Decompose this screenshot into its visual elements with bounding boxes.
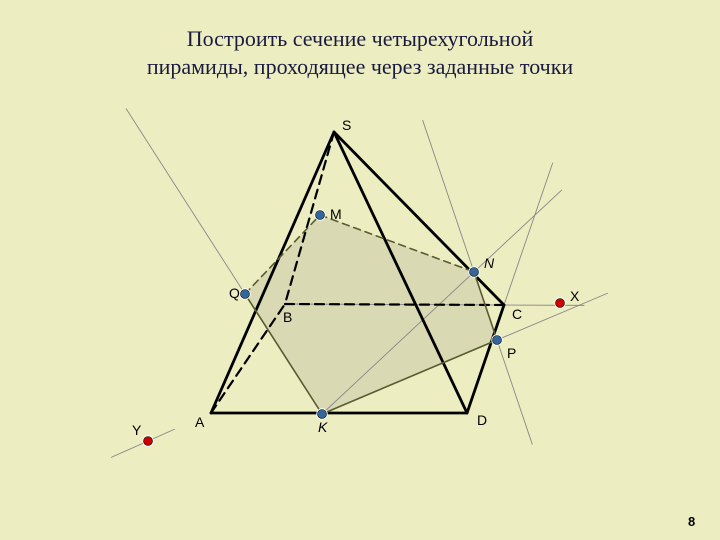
svg-text:Y: Y — [132, 422, 142, 438]
svg-text:K: K — [318, 419, 328, 435]
svg-text:P: P — [507, 345, 516, 361]
slide-canvas: Построить сечение четырехугольной пирами… — [0, 0, 720, 540]
svg-text:M: M — [330, 206, 342, 222]
page-number: 8 — [688, 514, 695, 529]
svg-text:Q: Q — [229, 285, 240, 301]
svg-text:B: B — [283, 309, 292, 325]
svg-text:S: S — [342, 117, 351, 133]
svg-text:X: X — [570, 288, 580, 304]
pyramid-diagram: S A B C D M N K Q P X Y — [0, 0, 720, 540]
svg-text:D: D — [477, 412, 487, 428]
svg-text:N: N — [484, 255, 495, 271]
svg-text:A: A — [195, 414, 205, 430]
svg-text:C: C — [512, 306, 522, 322]
